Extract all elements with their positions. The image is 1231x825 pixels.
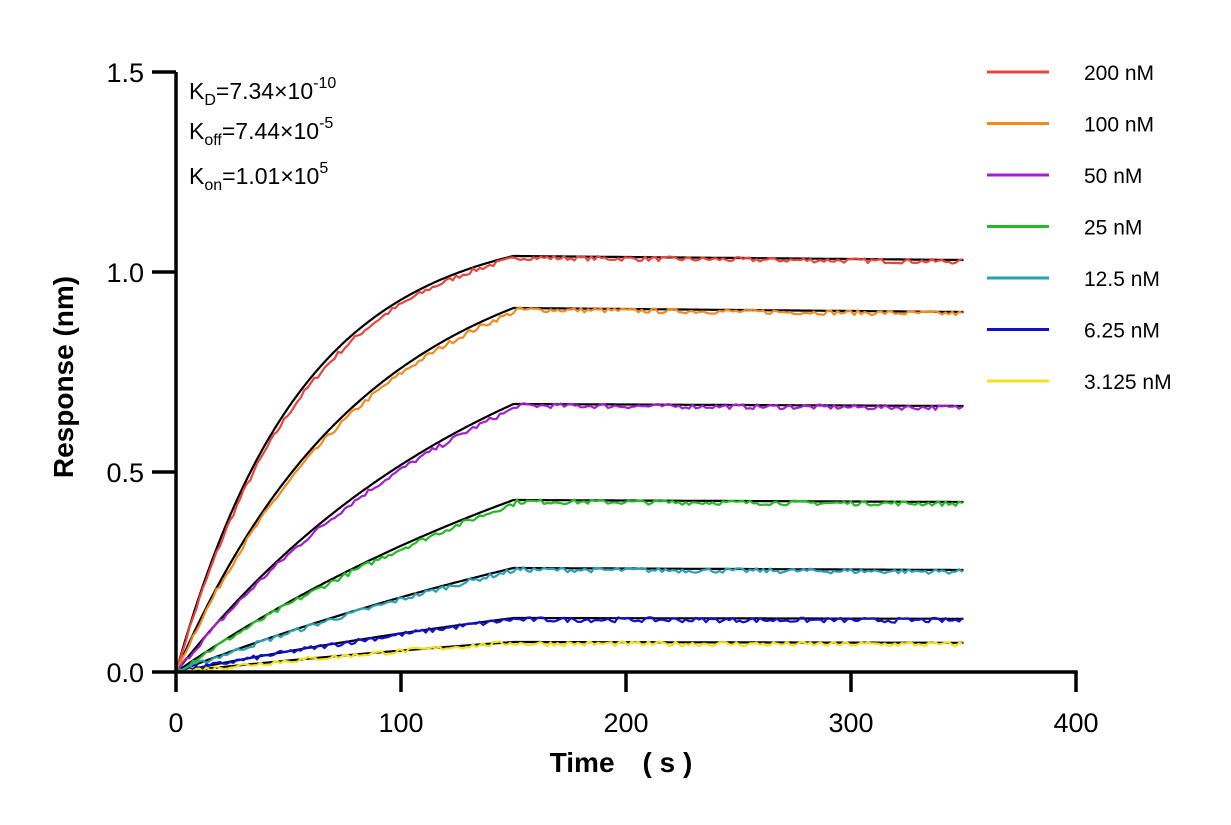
constant-koff: Koff=7.44×10-5 (189, 115, 333, 149)
y-axis-title: Response (nm) (48, 276, 79, 478)
series-line-5 (175, 566, 964, 674)
constant-kd: KD=7.34×10-10 (189, 75, 336, 109)
x-tick-label: 0 (168, 708, 183, 738)
y-tick-label: 0.0 (106, 658, 144, 688)
fit-line-7 (175, 640, 964, 674)
series-line-1 (174, 255, 963, 673)
y-tick-label: 0.5 (106, 458, 144, 488)
fit-line-1 (174, 254, 964, 673)
legend: 200 nM 100 nM 50 nM 25 nM 12.5 nM 6.25 nM 3.12… (987, 62, 1172, 394)
legend-label-7: 3.125 nM (1084, 371, 1172, 394)
series-line-6 (175, 616, 964, 674)
fit-line-3 (175, 402, 964, 673)
legend-label-1: 200 nM (1084, 62, 1154, 85)
series-line-3 (175, 402, 963, 673)
fit-curves (174, 254, 964, 674)
kinetic-constants: KD=7.34×10-10 Koff=7.44×10-5 Kon=1.01×105 (189, 75, 336, 194)
sensorgram-curves (174, 255, 964, 674)
y-tick-label: 1.5 (106, 58, 144, 88)
fit-line-6 (175, 616, 964, 674)
x-axis-title: Time ( s ) (550, 747, 693, 778)
fit-line-4 (175, 498, 964, 673)
x-tick-label: 100 (378, 708, 423, 738)
series-line-2 (175, 306, 963, 673)
series-line-4 (175, 498, 963, 673)
x-tick-label: 300 (828, 708, 873, 738)
x-tick-label: 200 (603, 708, 648, 738)
constant-kon: Kon=1.01×105 (189, 160, 328, 194)
y-tick-label: 1.0 (106, 258, 144, 288)
legend-label-2: 100 nM (1084, 114, 1154, 137)
series-line-7 (175, 640, 963, 674)
legend-label-4: 25 nM (1084, 217, 1142, 240)
axes: 0.0 0.5 1.0 1.5 0 100 200 300 400 (106, 58, 1098, 738)
x-tick-label: 400 (1053, 708, 1098, 738)
legend-label-6: 6.25 nM (1084, 320, 1160, 343)
legend-label-3: 50 nM (1084, 165, 1142, 188)
legend-label-5: 12.5 nM (1084, 268, 1160, 291)
